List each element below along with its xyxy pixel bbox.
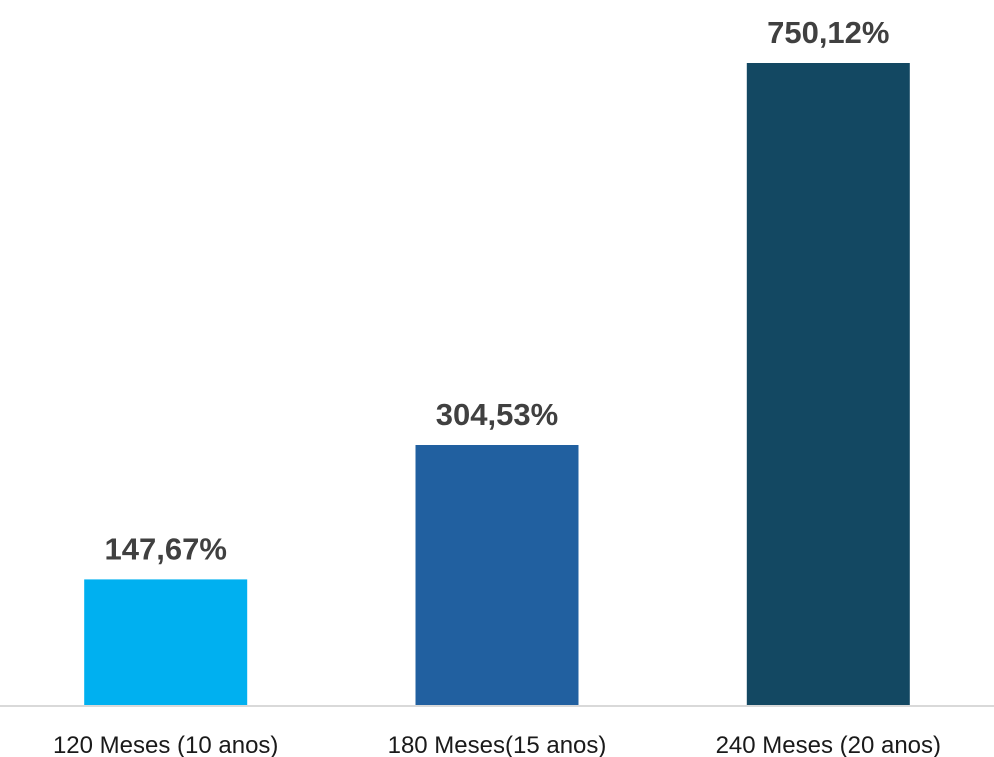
x-tick-label-2: 180 Meses(15 anos): [388, 732, 607, 757]
x-tick-label-1: 120 Meses (10 anos): [53, 732, 278, 757]
data-label-3: 750,12%: [767, 15, 889, 50]
data-label-1: 147,67%: [105, 531, 227, 566]
x-tick-labels-layer: 120 Meses (10 anos) 180 Meses(15 anos) 240…: [53, 732, 941, 757]
bars-layer: [84, 63, 910, 706]
bar-1: [84, 579, 248, 706]
bar-2: [415, 445, 579, 706]
data-labels-layer: 147,67% 304,53% 750,12%: [105, 15, 890, 566]
x-tick-label-3: 240 Meses (20 anos): [716, 732, 941, 757]
data-label-2: 304,53%: [436, 397, 558, 432]
bar-3: [746, 63, 910, 706]
